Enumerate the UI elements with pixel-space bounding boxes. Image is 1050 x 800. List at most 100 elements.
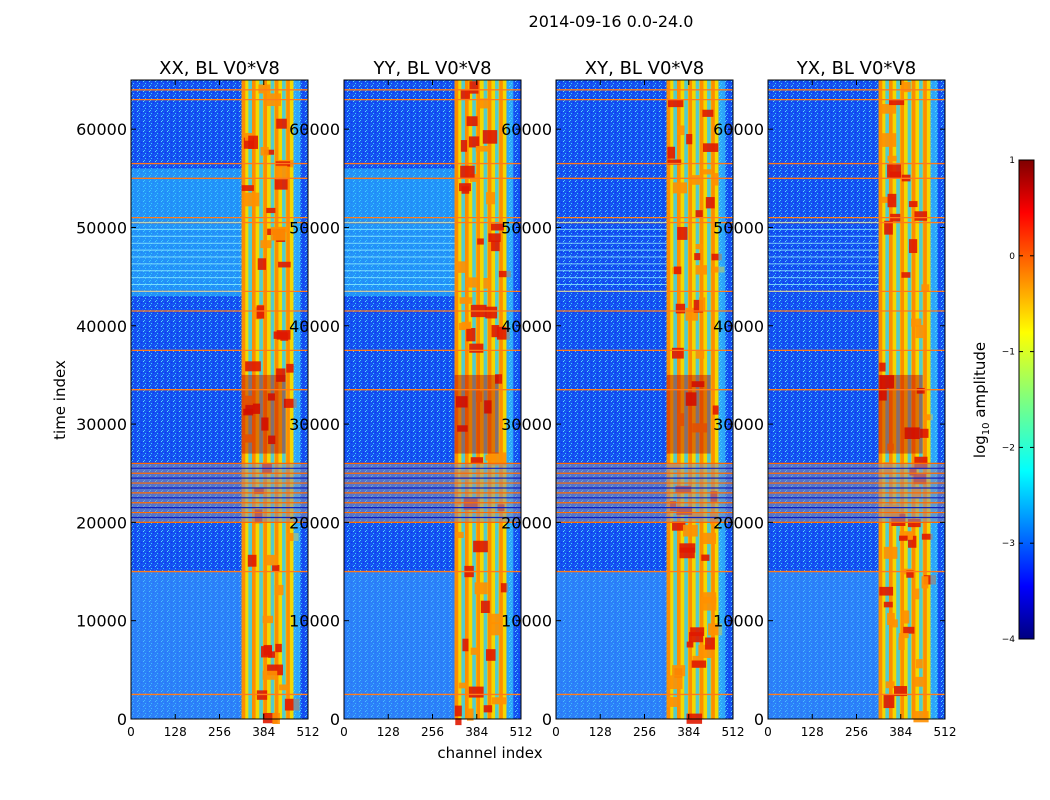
band-hotspot xyxy=(887,193,897,208)
band-hotspot xyxy=(702,532,717,545)
band-hotspot xyxy=(461,321,472,329)
band-hotspot xyxy=(901,610,910,624)
band-hotspot xyxy=(887,612,895,626)
band-hotspot xyxy=(879,388,887,401)
band-hotspot xyxy=(883,601,893,608)
band-hotspot xyxy=(491,240,500,252)
band-hotspot xyxy=(495,374,503,384)
y-tick-label: 0 xyxy=(330,710,340,729)
panel-title: YX, BL V0*V8 xyxy=(796,58,916,79)
band-hotspot xyxy=(887,443,894,451)
y-tick-label: 40000 xyxy=(713,317,764,336)
band-hotspot xyxy=(702,143,719,152)
panel-yx: YX, BL V0*V8 0 128 256 384 512 0 10000 20000 3000… xyxy=(713,58,956,739)
y-tick-label: 20000 xyxy=(713,513,764,532)
band-hotspot xyxy=(486,192,496,205)
y-tick-label: 60000 xyxy=(76,120,127,139)
y-tick-label: 0 xyxy=(754,710,764,729)
band-column-stripe xyxy=(896,80,900,719)
band-hotspot xyxy=(489,622,502,636)
band-hotspot xyxy=(276,118,287,129)
band-hotspot xyxy=(686,134,693,145)
band-hotspot xyxy=(477,238,484,245)
band-column-stripe xyxy=(274,80,279,719)
band-hotspot xyxy=(916,387,925,394)
band-column-stripe xyxy=(666,80,671,719)
band-hotspot xyxy=(912,588,920,600)
x-tick-label: 256 xyxy=(845,725,868,739)
band-hotspot xyxy=(691,381,705,388)
band-hotspot xyxy=(908,239,918,254)
band-hotspot xyxy=(279,684,290,691)
y-tick-label: 10000 xyxy=(501,612,552,631)
band-column-stripe xyxy=(472,80,476,719)
band-hotspot xyxy=(685,392,697,406)
band-hotspot xyxy=(483,705,493,713)
band-hotspot xyxy=(491,697,508,705)
band-column-stripe xyxy=(711,80,715,719)
band-hotspot xyxy=(712,173,719,186)
band-column-stripe xyxy=(695,80,700,719)
band-hotspot xyxy=(280,332,289,341)
band-hotspot xyxy=(268,651,276,658)
band-hotspot xyxy=(484,400,492,414)
figure-title: 2014-09-16 0.0-24.0 xyxy=(528,12,694,31)
edge-column xyxy=(506,80,514,719)
band-hotspot xyxy=(883,695,895,709)
band-hotspot xyxy=(699,297,706,311)
x-tick-label: 384 xyxy=(889,725,912,739)
band-hotspot xyxy=(921,576,929,589)
x-tick-label: 512 xyxy=(934,725,957,739)
band-flare xyxy=(454,374,499,454)
band-hotspot xyxy=(884,220,893,235)
band-hotspot xyxy=(462,638,469,652)
band-column-stripe xyxy=(263,80,268,719)
band-hotspot xyxy=(672,665,686,677)
band-hotspot xyxy=(668,99,684,108)
y-tick-label: 10000 xyxy=(713,612,764,631)
band-hotspot xyxy=(686,641,694,648)
colorbar-tick-label: 0 xyxy=(1009,252,1015,262)
colorbar-gradient xyxy=(1018,159,1035,640)
y-axis-label: time index xyxy=(51,360,69,440)
x-tick-label: 0 xyxy=(764,725,772,739)
band-hotspot xyxy=(276,368,286,382)
x-tick-label: 256 xyxy=(421,725,444,739)
band-hotspot xyxy=(469,81,479,94)
band-hotspot xyxy=(262,712,278,724)
band-hotspot xyxy=(262,615,274,624)
band-hotspot xyxy=(485,306,498,319)
band-hotspot xyxy=(465,277,478,288)
colorbar-label: log10 amplitude xyxy=(971,342,992,458)
x-axis-label: channel index xyxy=(437,744,542,762)
band-hotspot xyxy=(701,554,710,561)
band-hotspot xyxy=(705,637,715,650)
panel-title: XX, BL V0*V8 xyxy=(159,58,280,79)
y-tick-label: 30000 xyxy=(76,415,127,434)
band-hotspot xyxy=(286,533,299,542)
band-hotspot xyxy=(914,676,925,687)
band-hotspot xyxy=(459,297,473,304)
band-hotspot xyxy=(260,240,272,249)
band-hotspot xyxy=(899,535,908,541)
x-tick-label: 128 xyxy=(589,725,612,739)
band-hotspot xyxy=(695,210,703,218)
low-time-region xyxy=(556,571,667,719)
band-hotspot xyxy=(491,325,500,338)
band-hotspot xyxy=(887,164,901,178)
band-hotspot xyxy=(695,265,707,275)
band-hotspot xyxy=(921,284,930,292)
band-hotspot xyxy=(272,564,280,572)
band-hotspot xyxy=(267,393,275,401)
band-hotspot xyxy=(247,554,257,567)
band-hotspot xyxy=(256,690,268,700)
band-hotspot xyxy=(695,349,705,359)
y-tick-label: 0 xyxy=(542,710,552,729)
y-tick-label: 0 xyxy=(117,710,127,729)
band-hotspot xyxy=(677,413,685,427)
band-hotspot xyxy=(712,405,719,415)
edge-column xyxy=(930,80,938,719)
band-hotspot xyxy=(695,244,703,250)
band-hotspot xyxy=(702,109,714,117)
band-column-stripe xyxy=(885,80,889,719)
